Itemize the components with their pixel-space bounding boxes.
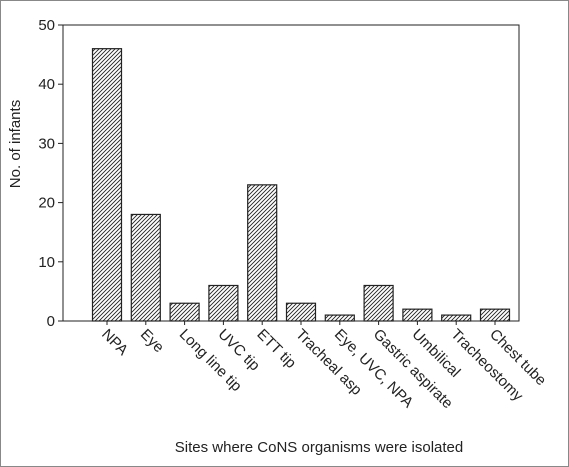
bar-umbilical — [402, 308, 433, 322]
bar-eye-uvc-npa — [324, 314, 355, 322]
bar-long-line-tip — [169, 302, 200, 322]
bar-eye — [130, 213, 161, 322]
y-tick-label: 0 — [47, 313, 55, 330]
bars — [91, 48, 511, 322]
x-tick-label: Eye — [137, 326, 167, 356]
y-tick-label: 40 — [38, 76, 55, 93]
y-tick-label: 20 — [38, 195, 55, 212]
y-tick-label: 30 — [38, 135, 55, 152]
bar-uvc-tip — [208, 284, 239, 322]
y-axis-title: No. of infants — [7, 100, 24, 188]
x-tick-label: NPA — [98, 326, 131, 359]
bar-gastric-aspirate — [363, 284, 394, 322]
y-axis-ticks: 0 10 20 30 40 50 — [38, 17, 63, 330]
bar-tracheal-asp — [285, 302, 317, 322]
bar-tracheostomy — [441, 314, 472, 322]
bar-chest-tube — [479, 308, 511, 322]
x-axis-title: Sites where CoNS organisms were isolated — [175, 439, 463, 456]
bar-npa — [91, 48, 123, 322]
y-tick-label: 10 — [38, 254, 55, 271]
bar-ett-tip — [247, 184, 278, 322]
y-tick-label: 50 — [38, 17, 55, 34]
